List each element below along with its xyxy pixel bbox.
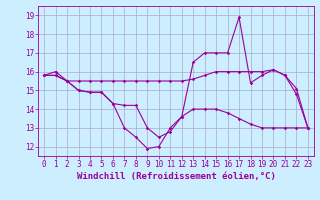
X-axis label: Windchill (Refroidissement éolien,°C): Windchill (Refroidissement éolien,°C) xyxy=(76,172,276,181)
